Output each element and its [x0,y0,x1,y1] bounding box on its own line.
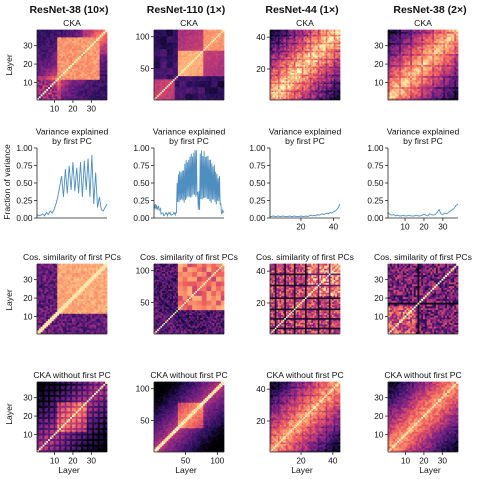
y-tick-label: 50 [140,64,150,74]
heatmap-cka-resnet-44-1 [270,30,340,100]
panel-title-cka-1: CKA [63,18,81,28]
column-title-resnet-110-1x: ResNet-110 (1×) [147,4,226,16]
x-tick-label: 30 [87,104,97,114]
xlabel-layer-col1: Layer [58,465,80,475]
heatmap-cka-resnet-38-10 [37,30,107,100]
heatmap-cka-resnet-110-1 [154,30,224,100]
column-title-resnet-38-10x: ResNet-38 (10×) [29,4,108,16]
ylabel-fraction-of-variance: Fraction of variance [2,144,12,220]
heatmap-cell [222,30,224,32]
column-title-resnet-38-2x: ResNet-38 (2×) [393,4,466,16]
column-title-resnet-44-1x: ResNet-44 (1×) [265,4,338,16]
y-tick-label: 100 [136,32,150,42]
panel-title-cka-2: CKA [180,18,198,28]
y-tick-label: 10 [23,78,33,88]
panel-title-cka-3: CKA [296,18,314,28]
x-tick-label: 20 [68,104,78,114]
xlabel-layer-col2: Layer [175,465,197,475]
ylabel-layer-row4: Layer [4,403,14,425]
y-tick-label: 30 [23,41,33,51]
xlabel-layer-col3: Layer [291,465,313,475]
y-tick-label: 20 [23,59,33,69]
ylabel-layer-row1: Layer [4,54,14,76]
ylabel-layer-row3: Layer [4,289,14,311]
heatmap-cell [105,30,107,32]
column-titles: ResNet-38 (10×) ResNet-110 (1×) ResNet-4… [29,4,466,16]
x-tick-label: 10 [50,104,60,114]
xlabel-layer-col4: Layer [419,465,441,475]
